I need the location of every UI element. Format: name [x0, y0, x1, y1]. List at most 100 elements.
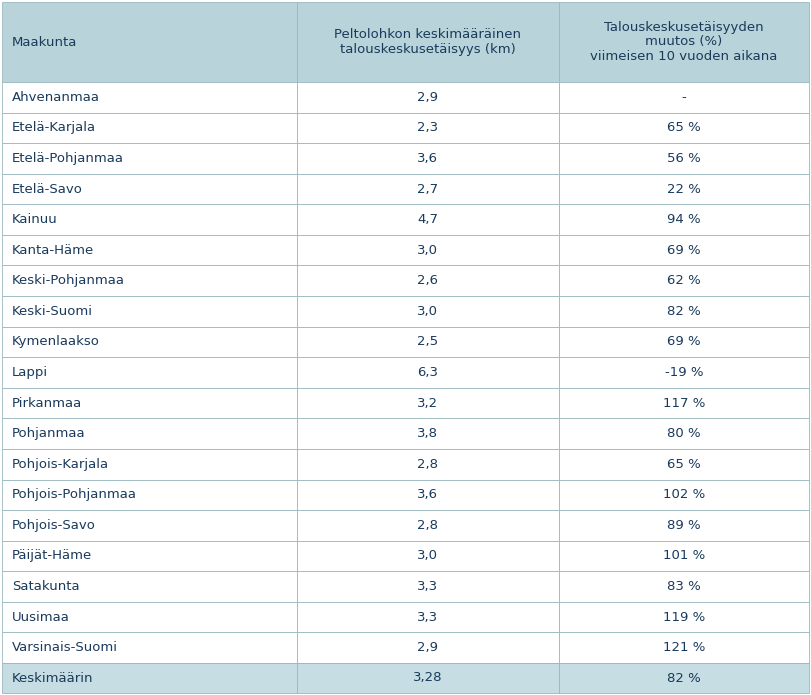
- Bar: [297, 663, 559, 693]
- Text: 2,8: 2,8: [417, 519, 438, 532]
- Text: 2,8: 2,8: [417, 458, 438, 471]
- Bar: [297, 265, 559, 296]
- Bar: [297, 632, 559, 663]
- Text: 3,2: 3,2: [417, 397, 438, 409]
- Text: 3,6: 3,6: [417, 152, 438, 165]
- Text: Etelä-Savo: Etelä-Savo: [11, 183, 83, 195]
- Bar: [559, 388, 809, 418]
- Text: 2,9: 2,9: [417, 91, 438, 104]
- Bar: [2, 143, 297, 174]
- Bar: [2, 571, 297, 602]
- Bar: [297, 357, 559, 388]
- Text: 2,3: 2,3: [417, 122, 438, 134]
- Bar: [2, 357, 297, 388]
- Bar: [297, 143, 559, 174]
- Bar: [2, 418, 297, 449]
- Text: Kainuu: Kainuu: [11, 213, 58, 226]
- Bar: [559, 2, 809, 82]
- Text: 69 %: 69 %: [667, 336, 701, 348]
- Bar: [559, 418, 809, 449]
- Text: Peltolohkon keskimääräinen
talouskeskusetäisyys (km): Peltolohkon keskimääräinen talouskeskuse…: [334, 28, 521, 56]
- Text: 3,3: 3,3: [417, 611, 438, 623]
- Text: 62 %: 62 %: [667, 275, 701, 287]
- Bar: [2, 663, 297, 693]
- Bar: [559, 480, 809, 510]
- Bar: [297, 327, 559, 357]
- Bar: [297, 571, 559, 602]
- Bar: [2, 449, 297, 480]
- Bar: [559, 449, 809, 480]
- Text: Varsinais-Suomi: Varsinais-Suomi: [11, 641, 118, 654]
- Bar: [2, 235, 297, 265]
- Text: Ahvenanmaa: Ahvenanmaa: [11, 91, 100, 104]
- Bar: [559, 296, 809, 327]
- Bar: [559, 602, 809, 632]
- Text: Talouskeskusetäisyyden
muutos (%)
viimeisen 10 vuoden aikana: Talouskeskusetäisyyden muutos (%) viimei…: [590, 20, 778, 63]
- Text: Kanta-Häme: Kanta-Häme: [11, 244, 94, 256]
- Text: Pohjanmaa: Pohjanmaa: [11, 427, 85, 440]
- Text: Maakunta: Maakunta: [11, 35, 77, 49]
- Bar: [2, 632, 297, 663]
- Bar: [559, 571, 809, 602]
- Bar: [297, 449, 559, 480]
- Text: 65 %: 65 %: [667, 458, 701, 471]
- Text: 6,3: 6,3: [417, 366, 438, 379]
- Text: 2,7: 2,7: [417, 183, 438, 195]
- Text: 3,3: 3,3: [417, 580, 438, 593]
- Text: 101 %: 101 %: [663, 550, 705, 562]
- Text: Keski-Suomi: Keski-Suomi: [11, 305, 92, 318]
- Text: 3,6: 3,6: [417, 489, 438, 501]
- Bar: [2, 480, 297, 510]
- Text: Pirkanmaa: Pirkanmaa: [11, 397, 82, 409]
- Bar: [559, 235, 809, 265]
- Text: Pohjois-Pohjanmaa: Pohjois-Pohjanmaa: [11, 489, 137, 501]
- Bar: [2, 174, 297, 204]
- Text: 3,28: 3,28: [413, 671, 443, 685]
- Text: 22 %: 22 %: [667, 183, 701, 195]
- Bar: [2, 82, 297, 113]
- Bar: [297, 113, 559, 143]
- Text: 102 %: 102 %: [663, 489, 705, 501]
- Text: Pohjois-Savo: Pohjois-Savo: [11, 519, 96, 532]
- Bar: [559, 113, 809, 143]
- Text: Etelä-Pohjanmaa: Etelä-Pohjanmaa: [11, 152, 124, 165]
- Bar: [559, 327, 809, 357]
- Text: Lappi: Lappi: [11, 366, 48, 379]
- Text: 4,7: 4,7: [417, 213, 438, 226]
- Text: 3,0: 3,0: [417, 550, 438, 562]
- Text: 65 %: 65 %: [667, 122, 701, 134]
- Text: 69 %: 69 %: [667, 244, 701, 256]
- Text: 121 %: 121 %: [663, 641, 705, 654]
- Bar: [297, 510, 559, 541]
- Bar: [2, 602, 297, 632]
- Bar: [297, 235, 559, 265]
- Bar: [559, 541, 809, 571]
- Text: 83 %: 83 %: [667, 580, 701, 593]
- Bar: [297, 602, 559, 632]
- Bar: [2, 265, 297, 296]
- Text: 56 %: 56 %: [667, 152, 701, 165]
- Text: 2,5: 2,5: [417, 336, 438, 348]
- Bar: [297, 82, 559, 113]
- Text: 94 %: 94 %: [667, 213, 701, 226]
- Bar: [297, 480, 559, 510]
- Bar: [559, 143, 809, 174]
- Bar: [559, 357, 809, 388]
- Text: Pohjois-Karjala: Pohjois-Karjala: [11, 458, 109, 471]
- Text: Satakunta: Satakunta: [11, 580, 79, 593]
- Text: Keskimäärin: Keskimäärin: [11, 671, 93, 685]
- Bar: [297, 174, 559, 204]
- Bar: [559, 632, 809, 663]
- Bar: [2, 113, 297, 143]
- Bar: [2, 541, 297, 571]
- Bar: [297, 541, 559, 571]
- Text: Kymenlaakso: Kymenlaakso: [11, 336, 100, 348]
- Bar: [2, 296, 297, 327]
- Bar: [297, 388, 559, 418]
- Text: -: -: [681, 91, 686, 104]
- Bar: [2, 388, 297, 418]
- Text: 82 %: 82 %: [667, 671, 701, 685]
- Text: -19 %: -19 %: [665, 366, 703, 379]
- Text: 3,0: 3,0: [417, 305, 438, 318]
- Text: 80 %: 80 %: [667, 427, 701, 440]
